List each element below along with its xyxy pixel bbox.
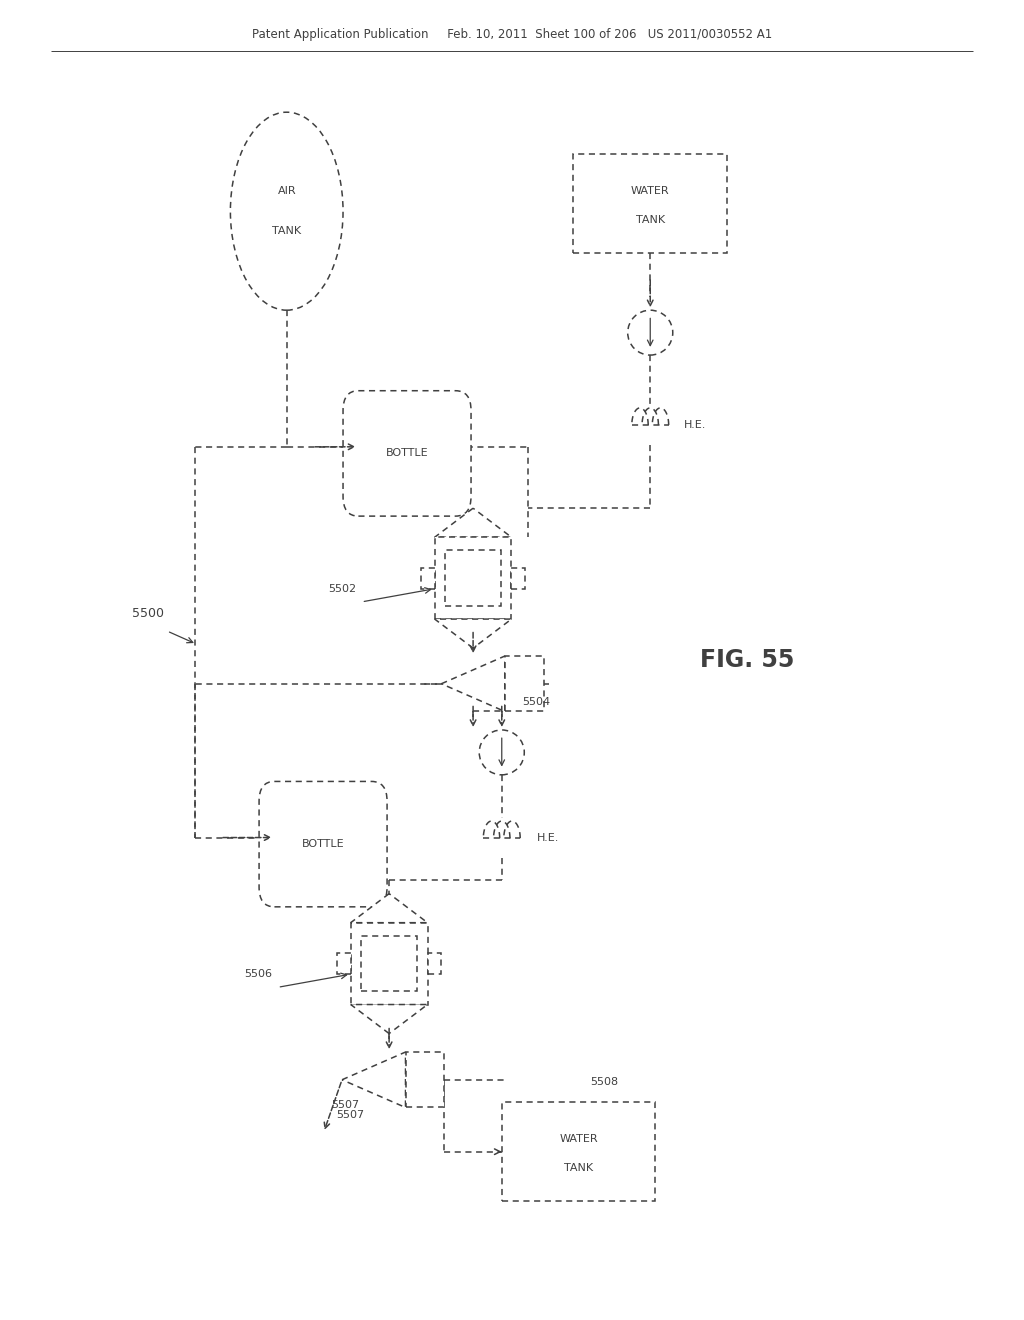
Text: Patent Application Publication     Feb. 10, 2011  Sheet 100 of 206   US 2011/003: Patent Application Publication Feb. 10, … — [252, 28, 772, 41]
Text: H.E.: H.E. — [684, 420, 707, 430]
Bar — [505, 656, 544, 711]
Ellipse shape — [479, 730, 524, 775]
Bar — [406, 1052, 444, 1107]
Polygon shape — [435, 619, 512, 648]
Bar — [428, 953, 440, 974]
Ellipse shape — [628, 310, 673, 355]
Bar — [445, 550, 502, 606]
Text: WATER: WATER — [631, 186, 670, 195]
Text: 5504: 5504 — [522, 697, 550, 708]
Bar — [350, 923, 428, 1005]
Text: 5507: 5507 — [331, 1100, 359, 1110]
Text: 5508: 5508 — [590, 1077, 617, 1088]
Text: WATER: WATER — [559, 1134, 598, 1143]
Text: FIG. 55: FIG. 55 — [700, 648, 795, 672]
Bar — [422, 568, 435, 589]
Text: AIR: AIR — [278, 186, 296, 197]
Polygon shape — [441, 656, 505, 711]
Polygon shape — [350, 894, 428, 923]
Text: BOTTLE: BOTTLE — [386, 449, 428, 458]
Ellipse shape — [230, 112, 343, 310]
Polygon shape — [350, 1005, 428, 1034]
FancyBboxPatch shape — [573, 154, 727, 253]
FancyBboxPatch shape — [343, 391, 471, 516]
Text: TANK: TANK — [636, 215, 665, 224]
Bar — [338, 953, 350, 974]
Text: TANK: TANK — [272, 226, 301, 236]
FancyBboxPatch shape — [259, 781, 387, 907]
Text: TANK: TANK — [564, 1163, 593, 1172]
Text: 5507: 5507 — [336, 1110, 365, 1121]
FancyBboxPatch shape — [502, 1102, 655, 1201]
Bar — [361, 936, 418, 991]
Text: 5506: 5506 — [245, 969, 272, 979]
Bar — [435, 537, 512, 619]
Text: H.E.: H.E. — [537, 833, 559, 843]
Text: BOTTLE: BOTTLE — [302, 840, 344, 849]
Text: 5502: 5502 — [329, 583, 356, 594]
Text: 5500: 5500 — [132, 607, 165, 620]
Polygon shape — [435, 508, 512, 537]
Polygon shape — [342, 1052, 406, 1107]
Bar — [512, 568, 524, 589]
